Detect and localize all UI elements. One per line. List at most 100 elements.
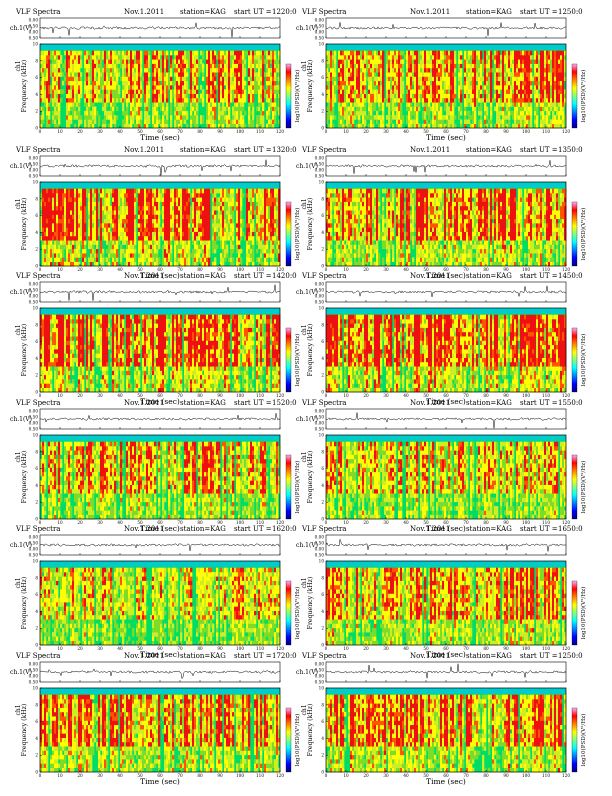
x-tick-label: 20	[363, 393, 369, 398]
panel-start-time: 1350:0	[558, 146, 583, 154]
y-tick-label: 2	[321, 500, 324, 505]
panel-title-label: VLF Spectra	[15, 8, 60, 16]
y-tick-label: 0	[35, 390, 38, 395]
x-tick-label: 40	[403, 646, 409, 651]
panel-station: station=KAG	[466, 399, 512, 407]
y-axis-title: Frequency (kHz)	[307, 60, 314, 113]
y-tick-label: 2	[321, 753, 324, 758]
spectrogram-image	[40, 44, 280, 128]
x-tick-label: 90	[503, 129, 509, 134]
y-tick-label: 8	[35, 702, 38, 707]
y-tick-label: 0	[321, 264, 324, 269]
panel-start-time: 1250:0	[558, 652, 583, 660]
panel-start-label: start UT =	[234, 146, 272, 154]
panel-station: station=KAG	[466, 525, 512, 533]
y-tick-label: 0	[35, 643, 38, 648]
y-tick-label: 10	[319, 180, 325, 185]
y-tick-label: 2	[35, 109, 38, 114]
panel-station: station=KAG	[180, 399, 226, 407]
colorbar	[286, 581, 291, 645]
y-tick-label: 4	[35, 356, 38, 361]
panel-date: Nov.1.2011	[124, 525, 164, 533]
waveform-tick-label: 0.00	[315, 547, 325, 552]
colorbar	[286, 455, 291, 519]
y-tick-label: 8	[35, 196, 38, 201]
waveform-tick-label: 0.00	[315, 156, 325, 161]
colorbar	[572, 202, 577, 266]
y-tick-label: 6	[35, 75, 38, 80]
y-tick-label: 4	[321, 609, 324, 614]
y-tick-label: 10	[33, 433, 39, 438]
panel-start-time: 1550:0	[558, 399, 583, 407]
panel-start-label: start UT =	[234, 652, 272, 660]
x-tick-label: 20	[363, 646, 369, 651]
y-axis-channel: ch1	[301, 198, 308, 209]
y-axis-channel: ch1	[15, 324, 22, 335]
x-tick-label: 100	[236, 646, 244, 651]
panel-station: station=KAG	[180, 8, 226, 16]
panel-date: Nov.1.2011	[124, 652, 164, 660]
y-tick-label: 6	[35, 213, 38, 218]
panel-start-label: start UT =	[520, 399, 558, 407]
waveform-frame	[326, 409, 566, 429]
waveform-tick-label: 0.50	[29, 541, 39, 546]
x-tick-label: 90	[217, 646, 223, 651]
panel-start-label: start UT =	[234, 399, 272, 407]
y-tick-label: 10	[319, 42, 325, 47]
panel-date: Nov.1.2011	[410, 8, 450, 16]
x-tick-label: 10	[343, 129, 349, 134]
waveform-tick-label: 0.50	[29, 288, 39, 293]
x-tick-label: 120	[276, 129, 284, 134]
x-tick-label: 20	[363, 129, 369, 134]
spectrogram-image	[40, 561, 280, 645]
panel-start-time: 1320:0	[272, 146, 297, 154]
panel-title-label: VLF Spectra	[301, 272, 346, 280]
y-tick-label: 6	[321, 339, 324, 344]
x-tick-label: 100	[236, 773, 244, 778]
y-tick-label: 6	[321, 213, 324, 218]
x-axis-title: Time (sec)	[426, 133, 466, 142]
x-tick-label: 90	[217, 393, 223, 398]
colorbar	[572, 328, 577, 392]
panel-date: Nov.1.2011	[410, 525, 450, 533]
y-tick-label: 4	[35, 736, 38, 741]
x-tick-label: 10	[57, 773, 63, 778]
panel-station: station=KAG	[466, 272, 512, 280]
panel-start-label: start UT =	[520, 8, 558, 16]
waveform-tick-label: 0.50	[315, 427, 325, 432]
x-tick-label: 80	[197, 393, 203, 398]
waveform-frame	[40, 662, 280, 682]
waveform-tick-label: 0.00	[315, 409, 325, 414]
waveform-tick-label: 0.00	[29, 674, 39, 679]
x-tick-label: 20	[77, 520, 83, 525]
y-tick-label: 4	[321, 92, 324, 97]
spectrogram-image	[326, 688, 566, 772]
y-tick-label: 4	[35, 92, 38, 97]
colorbar	[286, 64, 291, 128]
waveform-tick-label: 0.00	[315, 282, 325, 287]
y-axis-title: Frequency (kHz)	[307, 704, 314, 757]
waveform-tick-label: 0.50	[315, 174, 325, 179]
spectrogram-image	[326, 435, 566, 519]
panel-title-label: VLF Spectra	[301, 652, 346, 660]
y-tick-label: 2	[35, 373, 38, 378]
x-tick-label: 40	[117, 393, 123, 398]
x-tick-label: 120	[276, 393, 284, 398]
x-tick-label: 20	[363, 773, 369, 778]
x-tick-label: 40	[403, 520, 409, 525]
x-tick-label: 90	[503, 646, 509, 651]
x-tick-label: 80	[483, 393, 489, 398]
colorbar	[572, 455, 577, 519]
waveform-tick-label: 0.00	[29, 168, 39, 173]
y-axis-channel: ch1	[301, 704, 308, 715]
y-tick-label: 4	[321, 356, 324, 361]
y-tick-label: 10	[33, 559, 39, 564]
colorbar-label: log10(PSD)(V²/Hz)	[294, 70, 301, 123]
y-tick-label: 0	[321, 770, 324, 775]
